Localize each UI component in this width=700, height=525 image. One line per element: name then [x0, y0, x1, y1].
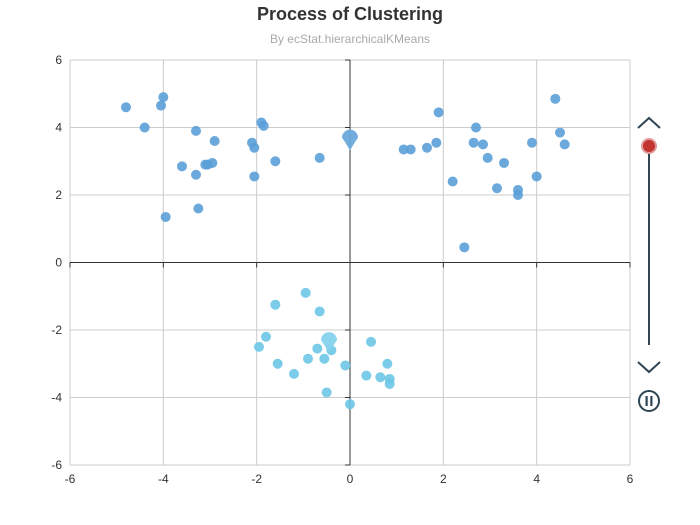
- scatter-point: [459, 242, 470, 253]
- scatter-point: [482, 152, 493, 163]
- y-tick-label: 4: [55, 121, 62, 135]
- scatter-point: [207, 157, 218, 168]
- data-points: [121, 92, 570, 410]
- y-tick-label: -4: [51, 391, 62, 405]
- scatter-point: [340, 360, 351, 371]
- chart-subtitle: By ecStat.hierarchicalKMeans: [269, 32, 431, 46]
- scatter-point: [177, 161, 187, 172]
- scatter-point: [249, 142, 260, 153]
- scatter-point: [382, 358, 393, 369]
- y-tick-label: -2: [51, 323, 62, 337]
- scatter-point: [361, 370, 372, 381]
- scatter-point: [375, 372, 386, 383]
- axes: [69, 59, 631, 466]
- x-tick-label: -6: [65, 472, 76, 486]
- scatter-point: [345, 399, 355, 410]
- x-tick-label: 0: [347, 472, 354, 486]
- scatter-point: [433, 107, 444, 118]
- cluster-centroid: [321, 332, 337, 353]
- scatter-point: [191, 169, 201, 180]
- scatter-point: [431, 137, 442, 148]
- x-tick-label: -4: [158, 472, 169, 486]
- scatter-point: [156, 100, 166, 111]
- scatter-point: [249, 171, 260, 182]
- x-tick-label: 4: [533, 472, 540, 486]
- scatter-point: [531, 171, 542, 182]
- scatter-point: [384, 379, 395, 389]
- scatter-point: [193, 203, 204, 214]
- scatter-point: [319, 353, 330, 364]
- scatter-point: [289, 368, 299, 379]
- scatter-point: [270, 156, 281, 167]
- scatter-point: [314, 152, 325, 163]
- scatter-point: [303, 353, 313, 364]
- scatter-point: [366, 336, 376, 347]
- scatter-point: [527, 137, 537, 148]
- scatter-point: [160, 211, 171, 222]
- scatter-point: [209, 136, 220, 146]
- x-tick-label: 6: [627, 472, 634, 486]
- scatter-point: [258, 120, 269, 131]
- scatter-point: [312, 343, 323, 354]
- scatter-point: [270, 299, 281, 310]
- y-tick-label: 0: [55, 256, 62, 270]
- x-tick-label: 2: [440, 472, 447, 486]
- scatter-point: [398, 144, 409, 155]
- scatter-point: [555, 127, 565, 138]
- scatter-point: [261, 331, 271, 342]
- chevron-down-icon[interactable]: [637, 361, 661, 374]
- scatter-point: [492, 183, 502, 194]
- scatter-point: [158, 92, 169, 103]
- scatter-point: [447, 176, 458, 187]
- scatter-point: [471, 122, 481, 133]
- scatter-point: [300, 287, 311, 298]
- y-tick-label: 2: [55, 188, 62, 202]
- scatter-point: [314, 306, 325, 317]
- cluster-centroid: [342, 129, 358, 151]
- scatter-point: [254, 341, 264, 352]
- scatter-point: [321, 387, 332, 398]
- y-tick-label: 6: [55, 53, 62, 67]
- scatter-point: [405, 144, 416, 155]
- tick-labels: -6 -4 -2 0 2 4 6 -6 -4 -2 0 2 4 6: [51, 53, 633, 486]
- scatter-point: [478, 139, 488, 150]
- chart-title: Process of Clustering: [256, 4, 444, 24]
- scatter-point: [559, 139, 570, 150]
- scatter-point: [272, 358, 283, 369]
- scatter-point: [513, 184, 523, 195]
- scatter-point: [121, 102, 131, 113]
- scatter-point: [550, 93, 561, 104]
- x-tick-label: -2: [251, 472, 262, 486]
- timeline-control[interactable]: [637, 116, 661, 412]
- pause-icon[interactable]: [638, 390, 660, 412]
- scatter-point: [422, 142, 432, 153]
- scatter-point: [191, 125, 201, 136]
- scatter-point: [468, 137, 479, 148]
- scatter-point: [139, 122, 150, 133]
- scatter-point: [499, 157, 509, 168]
- cluster-centroids: [321, 129, 358, 353]
- chevron-up-icon[interactable]: [637, 116, 661, 129]
- timeline-handle[interactable]: [641, 138, 657, 154]
- y-tick-label: -6: [51, 458, 62, 472]
